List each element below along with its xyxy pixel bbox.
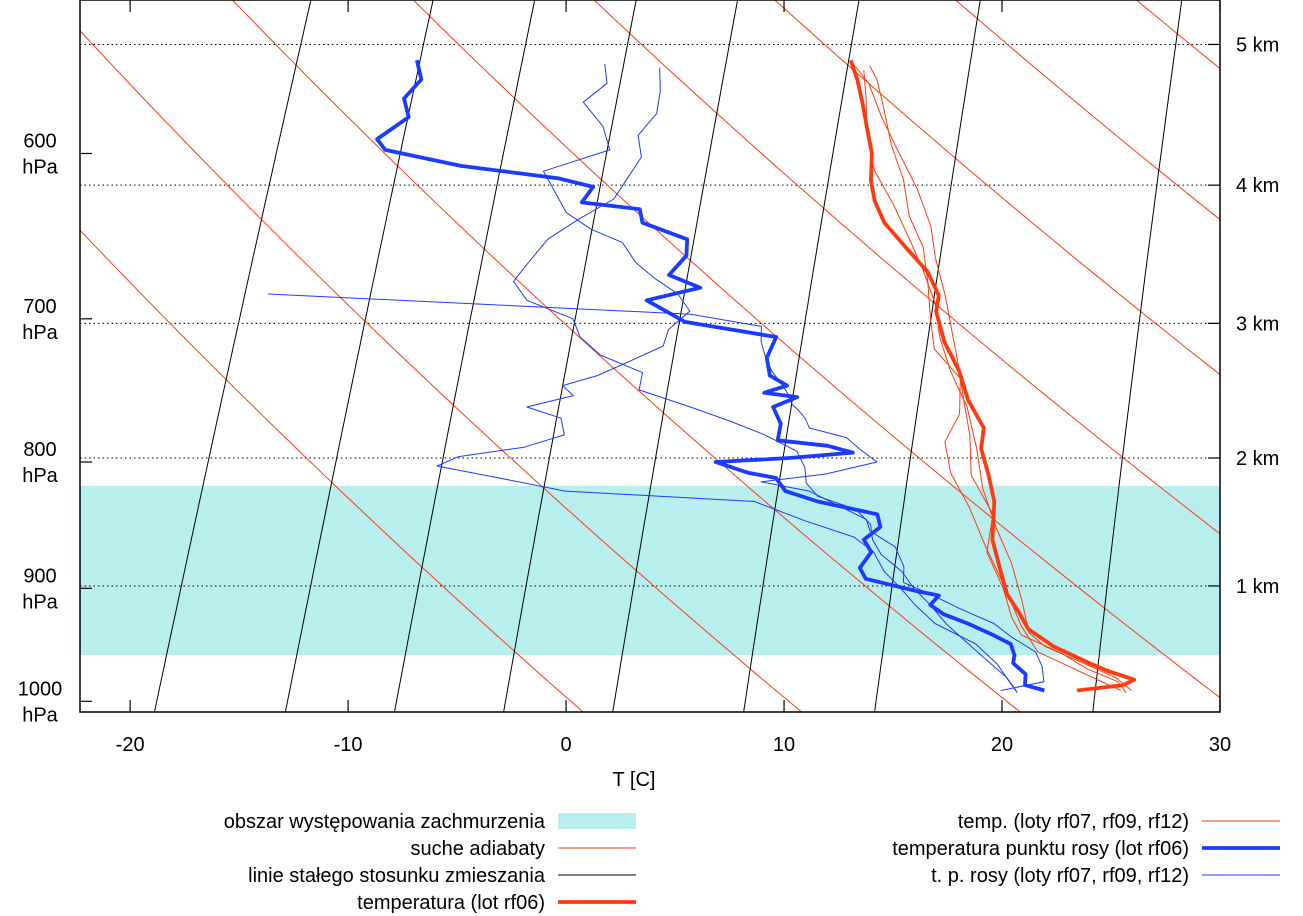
dewpoint-rf06-line <box>375 59 1045 693</box>
altitude-grid-layer <box>80 43 1220 587</box>
mixing-ratio-line <box>393 0 536 712</box>
altitude-tick-label: 4 km <box>1236 175 1279 197</box>
pressure-tick-unit: hPa <box>22 322 58 344</box>
mixing-ratio-line <box>612 0 739 712</box>
dry-adiabats-layer <box>80 0 1303 723</box>
dewpoint-other-flight-line <box>436 63 1018 693</box>
altitude-tick-label: 2 km <box>1236 448 1279 470</box>
altitude-tick-label: 5 km <box>1236 34 1279 56</box>
dry-adiabat-line <box>412 0 1220 699</box>
x-axis-label: T [C] <box>613 769 656 791</box>
altitude-tick-label: 3 km <box>1236 313 1279 335</box>
dry-adiabat-line <box>954 0 1220 221</box>
axes-layer: -20 -10 0 10 20 30 600 hPa 700 hPa 800 hPa 900 hPa 100… <box>18 0 1279 756</box>
x-tick-label: 30 <box>1209 734 1231 756</box>
legend: obszar występowania zachmurzenia suche ad… <box>224 811 1280 914</box>
mixing-ratio-line <box>1092 0 1183 712</box>
plot-frame <box>79 0 1221 713</box>
mixing-ratio-line <box>743 0 860 712</box>
legend-label: temperatura (lot rf06) <box>357 892 545 914</box>
x-tick-label: 20 <box>991 734 1013 756</box>
pressure-tick-value: 900 <box>23 565 56 587</box>
mixing-ratio-layer <box>153 0 1183 712</box>
temperature-other-flight-line <box>852 63 1127 694</box>
mixing-ratio-line <box>503 0 637 712</box>
legend-label: t. p. rosy (loty rf07, rf09, rf12) <box>931 865 1189 887</box>
legend-label: linie stałego stosunku zmieszania <box>248 865 546 887</box>
altitude-tick-label: 1 km <box>1236 576 1279 598</box>
series-layer <box>268 59 1137 694</box>
x-tick-label: -20 <box>116 734 145 756</box>
legend-label: temp. (loty rf07, rf09, rf12) <box>958 811 1189 833</box>
dry-adiabat-line <box>80 30 803 712</box>
legend-label: temperatura punktu rosy (lot rf06) <box>892 838 1189 860</box>
legend-label: suche adiabaty <box>410 838 545 860</box>
x-tick-label: -10 <box>334 734 363 756</box>
pressure-tick-value: 700 <box>23 296 56 318</box>
pressure-tick-unit: hPa <box>22 465 58 487</box>
cloud-band-layer <box>80 485 1220 656</box>
legend-swatch-band <box>558 813 636 829</box>
pressure-tick-value: 1000 <box>18 678 63 700</box>
cloud-band <box>80 485 1220 656</box>
dry-adiabat-line <box>593 0 1220 535</box>
pressure-tick-value: 600 <box>23 130 56 152</box>
legend-label: obszar występowania zachmurzenia <box>224 811 546 833</box>
dry-adiabat-line <box>80 229 584 712</box>
mixing-ratio-line <box>874 0 981 712</box>
dry-adiabat-line <box>1265 0 1303 723</box>
pressure-tick-unit: hPa <box>22 156 58 178</box>
x-tick-label: 0 <box>561 734 572 756</box>
pressure-tick-unit: hPa <box>22 704 58 726</box>
dry-adiabat-line <box>774 0 1220 376</box>
temperature-rf06-line <box>848 59 1137 693</box>
temperature-other-flight-line <box>863 69 1132 691</box>
mixing-ratio-line <box>153 0 312 712</box>
pressure-tick-unit: hPa <box>22 591 58 613</box>
dry-adiabat-line <box>231 0 1022 712</box>
x-tick-label: 10 <box>773 734 795 756</box>
dewpoint-other-flight-line <box>268 293 1045 691</box>
pressure-tick-value: 800 <box>23 439 56 461</box>
mixing-ratio-line <box>284 0 434 712</box>
